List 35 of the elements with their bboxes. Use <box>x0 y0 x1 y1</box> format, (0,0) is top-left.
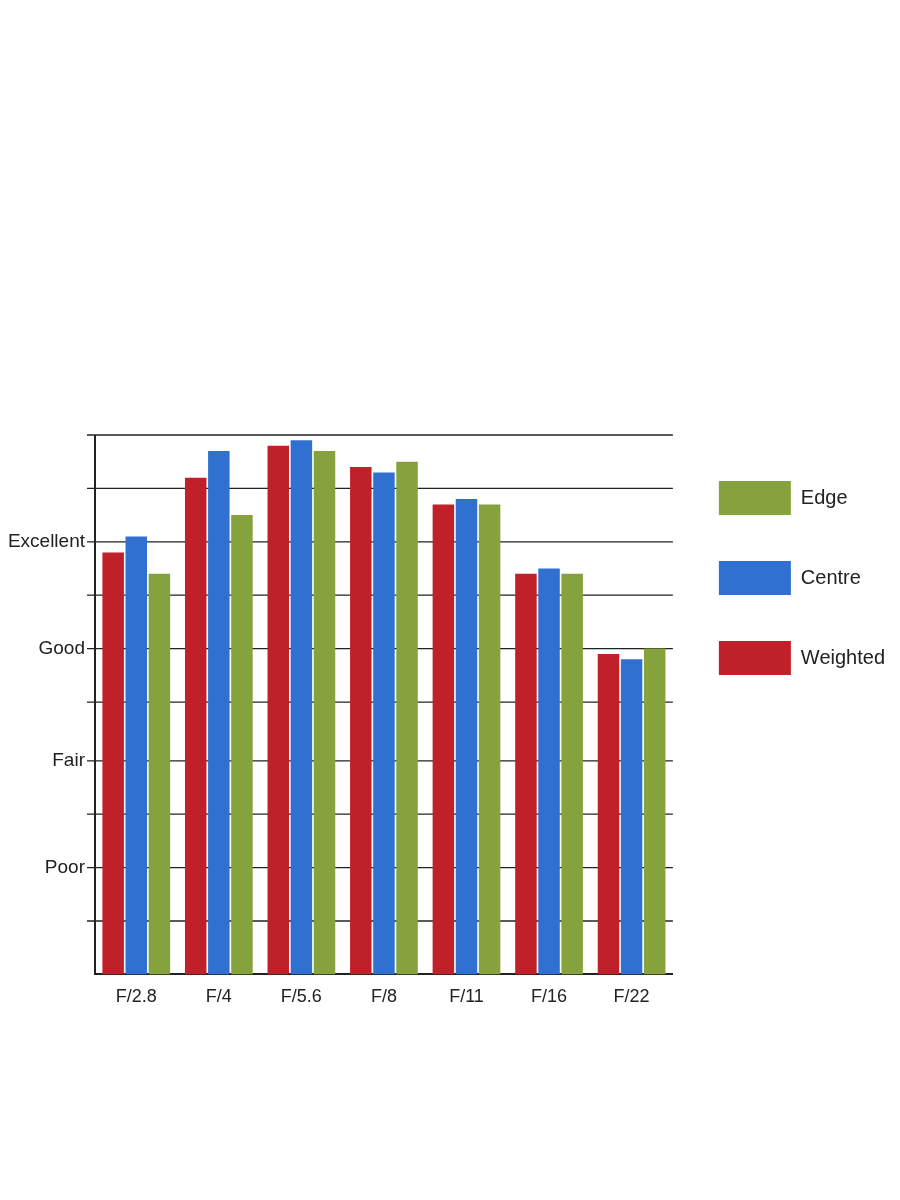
x-tick-label: F/16 <box>531 986 568 1007</box>
bar <box>148 573 171 975</box>
bar <box>432 504 455 975</box>
bar <box>455 499 478 975</box>
bar <box>478 504 501 975</box>
ref-line-label: Good <box>38 636 85 658</box>
bar <box>538 568 560 975</box>
ref-line-label: Poor <box>44 855 86 877</box>
bar <box>290 440 313 975</box>
bar <box>515 573 537 975</box>
bar <box>125 536 148 975</box>
bar <box>396 461 418 975</box>
x-tick-label: F/8 <box>370 986 397 1007</box>
ref-line-label: Fair <box>52 749 86 771</box>
bar <box>350 467 372 975</box>
bar <box>561 573 583 975</box>
x-tick-label: F/5.6 <box>280 986 322 1007</box>
x-tick-label: F/4 <box>205 986 232 1007</box>
x-tick-label: F/22 <box>613 986 650 1007</box>
legend-label: Centre <box>800 565 861 588</box>
bar <box>373 472 395 975</box>
legend-label: Weighted <box>800 645 886 668</box>
ref-line-label: Excellent <box>7 530 86 552</box>
x-tick-label: F/2.8 <box>115 986 157 1007</box>
bar <box>267 445 290 975</box>
bar <box>231 515 253 975</box>
bar <box>597 653 620 975</box>
legend-label: Edge <box>800 485 848 508</box>
bar <box>184 477 207 975</box>
bar <box>313 451 336 975</box>
bar <box>643 648 666 975</box>
bar <box>620 659 643 975</box>
x-tick-label: F/11 <box>449 986 484 1007</box>
bar <box>208 451 230 975</box>
bar <box>102 552 124 975</box>
